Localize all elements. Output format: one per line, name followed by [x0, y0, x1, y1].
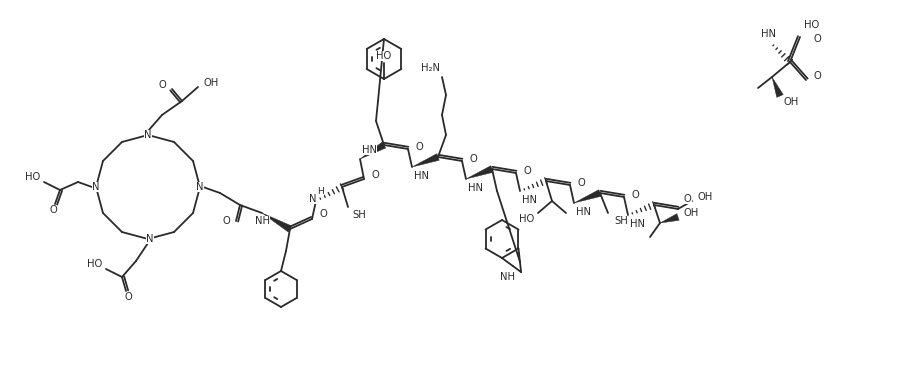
Text: HO: HO	[376, 51, 392, 61]
Text: O: O	[469, 154, 477, 164]
Text: N: N	[196, 182, 203, 192]
Text: OH: OH	[204, 78, 220, 88]
Text: NH: NH	[255, 216, 269, 226]
Text: N: N	[146, 234, 154, 244]
Text: HN: HN	[522, 195, 537, 205]
Polygon shape	[412, 154, 439, 167]
Text: O: O	[158, 80, 166, 90]
Text: HN: HN	[414, 171, 429, 181]
Text: HN: HN	[760, 29, 776, 39]
Text: HN: HN	[576, 207, 591, 217]
Text: O: O	[415, 142, 423, 152]
Text: OH: OH	[697, 192, 712, 202]
Polygon shape	[262, 213, 292, 232]
Polygon shape	[360, 142, 386, 159]
Text: O: O	[50, 205, 57, 215]
Text: OH: OH	[684, 208, 699, 218]
Text: O: O	[577, 178, 585, 188]
Text: O: O	[124, 292, 132, 302]
Text: O: O	[319, 209, 327, 219]
Polygon shape	[574, 190, 601, 203]
Text: HO: HO	[25, 172, 40, 182]
Text: SH: SH	[352, 210, 365, 220]
Text: O: O	[813, 71, 821, 81]
Text: O: O	[523, 166, 531, 176]
Text: O: O	[814, 34, 822, 44]
Text: N: N	[144, 130, 152, 140]
Text: NH: NH	[500, 272, 515, 282]
Polygon shape	[772, 77, 783, 97]
Text: HN: HN	[362, 145, 377, 155]
Polygon shape	[466, 166, 493, 179]
Text: OH: OH	[784, 97, 799, 107]
Polygon shape	[660, 214, 680, 223]
Text: H₂N: H₂N	[421, 63, 440, 73]
Text: HN: HN	[630, 219, 645, 229]
Text: O: O	[684, 194, 692, 204]
Text: N: N	[92, 182, 100, 192]
Text: HO: HO	[86, 259, 102, 269]
Text: HO: HO	[518, 214, 534, 224]
Text: H: H	[317, 187, 324, 196]
Text: O: O	[371, 170, 379, 180]
Text: HN: HN	[468, 183, 483, 193]
Text: O: O	[631, 190, 639, 200]
Text: HO: HO	[804, 20, 819, 30]
Text: O: O	[222, 216, 230, 226]
Text: N: N	[310, 194, 317, 204]
Text: SH: SH	[614, 216, 628, 226]
